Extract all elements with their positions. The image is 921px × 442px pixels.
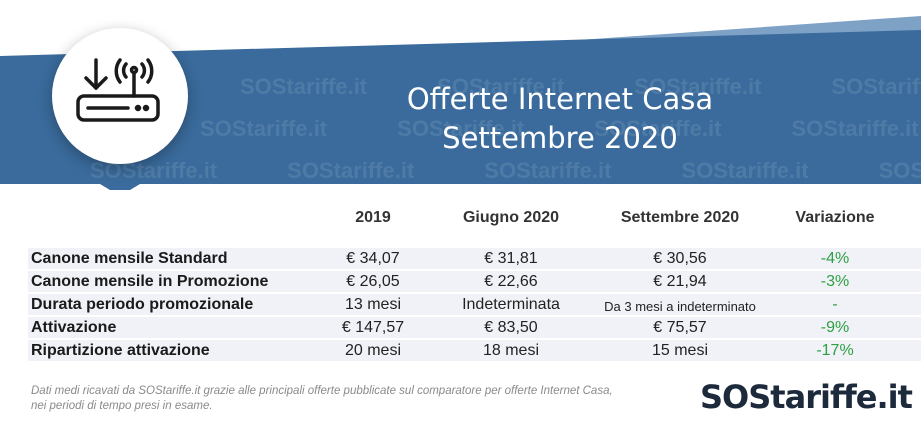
- cell-settembre: € 75,57: [653, 319, 707, 336]
- data-table: Canone mensile Standard € 34,07 € 31,81 …: [28, 248, 921, 363]
- cell-giugno: € 22,66: [484, 273, 538, 290]
- router-download-icon: [76, 58, 160, 122]
- row-label: Canone mensile in Promozione: [31, 273, 269, 290]
- cell-2019: € 147,57: [341, 319, 405, 336]
- icon-badge: [52, 28, 188, 164]
- table-row: Durata periodo promozionale 13 mesi Inde…: [28, 294, 921, 315]
- cell-settembre: Da 3 mesi a indeterminato: [604, 299, 756, 314]
- cell-2019: € 34,07: [346, 250, 400, 267]
- cell-2019: € 26,05: [346, 273, 400, 290]
- cell-settembre: € 30,56: [653, 250, 707, 267]
- table-row: Canone mensile in Promozione € 26,05 € 2…: [28, 271, 921, 292]
- cell-giugno: € 31,81: [484, 250, 538, 267]
- cell-settembre: € 21,94: [653, 273, 707, 290]
- page-subtitle: Settembre 2020: [442, 121, 678, 155]
- cell-giugno: Indeterminata: [462, 296, 560, 313]
- logo-text: SOStariffe.it: [700, 378, 913, 416]
- row-label: Durata periodo promozionale: [31, 296, 254, 313]
- cell-variazione: -: [832, 296, 838, 313]
- page-title: Offerte Internet Casa: [406, 82, 714, 116]
- footnote: Dati medi ricavati da SOStariffe.it graz…: [31, 385, 613, 412]
- table-row: Canone mensile Standard € 34,07 € 31,81 …: [28, 248, 921, 269]
- cell-giugno: 18 mesi: [482, 342, 540, 359]
- cell-settembre: 15 mesi: [651, 342, 709, 359]
- column-header: Variazione: [795, 209, 875, 226]
- row-label: Ripartizione attivazione: [31, 342, 210, 359]
- row-label: Canone mensile Standard: [31, 250, 228, 267]
- cell-variazione: -17%: [816, 342, 854, 359]
- row-label: Attivazione: [31, 319, 117, 336]
- watermark-row: SOStariffe.it SOStariffe.it SOStariffe.it S…: [240, 74, 921, 99]
- watermark-row: SOStariffe.it SOStariffe.it SOStariffe.it S…: [200, 116, 919, 141]
- header-banner: [0, 0, 921, 190]
- table-header: 2019 Giugno 2020 Settembre 2020 Variazio…: [0, 209, 921, 229]
- cell-giugno: € 83,50: [484, 319, 538, 336]
- table-row: Ripartizione attivazione 20 mesi 18 mesi…: [28, 340, 921, 361]
- cell-variazione: -9%: [820, 319, 850, 336]
- column-header: 2019: [355, 209, 391, 226]
- cell-variazione: -3%: [820, 273, 850, 290]
- table-row: Attivazione € 147,57 € 83,50 € 75,57 -9%: [28, 317, 921, 338]
- cell-variazione: -4%: [820, 250, 850, 267]
- cell-2019: 20 mesi: [344, 342, 402, 359]
- cell-2019: 13 mesi: [344, 296, 402, 313]
- column-header: Settembre 2020: [620, 209, 740, 226]
- watermark-row: SOStariffe.it SOStariffe.it SOStariffe.it S…: [90, 158, 921, 183]
- column-header: Giugno 2020: [462, 209, 560, 226]
